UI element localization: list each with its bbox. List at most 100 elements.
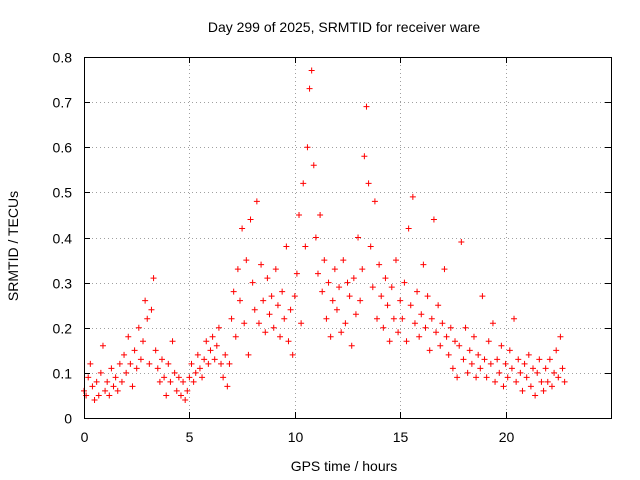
data-point bbox=[378, 293, 385, 300]
data-point bbox=[506, 347, 513, 354]
data-point bbox=[241, 320, 248, 327]
data-point bbox=[146, 360, 153, 367]
data-point bbox=[433, 329, 440, 336]
data-point bbox=[211, 356, 218, 363]
data-point bbox=[245, 351, 252, 358]
data-point bbox=[125, 333, 132, 340]
data-point bbox=[205, 360, 212, 367]
data-point bbox=[93, 378, 100, 385]
data-point bbox=[312, 234, 319, 241]
data-point bbox=[382, 275, 389, 282]
data-point bbox=[319, 288, 326, 295]
data-point bbox=[177, 392, 184, 399]
data-point bbox=[371, 198, 378, 205]
plot-frame bbox=[84, 57, 612, 419]
data-point bbox=[97, 369, 104, 376]
data-point bbox=[544, 378, 551, 385]
data-point bbox=[384, 302, 391, 309]
data-point bbox=[112, 374, 119, 381]
data-point bbox=[504, 374, 511, 381]
data-point bbox=[268, 293, 275, 300]
data-point bbox=[367, 243, 374, 250]
data-point bbox=[374, 315, 381, 322]
data-point bbox=[357, 297, 364, 304]
data-point bbox=[110, 383, 117, 390]
data-point bbox=[462, 324, 469, 331]
data-point bbox=[517, 369, 524, 376]
data-point bbox=[414, 288, 421, 295]
data-point bbox=[336, 284, 343, 291]
data-point bbox=[420, 261, 427, 268]
data-point bbox=[87, 360, 94, 367]
data-point bbox=[218, 360, 225, 367]
data-point bbox=[338, 329, 345, 336]
y-tick-label: 0.3 bbox=[53, 276, 73, 292]
data-point bbox=[333, 306, 340, 313]
data-point bbox=[479, 293, 486, 300]
data-point bbox=[331, 266, 338, 273]
data-point bbox=[426, 347, 433, 354]
data-point bbox=[253, 198, 260, 205]
data-point bbox=[473, 374, 480, 381]
data-point bbox=[91, 396, 98, 403]
axis-ticks bbox=[84, 57, 611, 419]
data-point bbox=[553, 347, 560, 354]
data-point bbox=[194, 351, 201, 358]
data-point bbox=[494, 356, 501, 363]
y-axis-label: SRMTID / TECUs bbox=[5, 191, 21, 301]
data-point bbox=[435, 302, 442, 309]
data-point bbox=[452, 338, 459, 345]
data-point bbox=[173, 387, 180, 394]
data-point bbox=[411, 320, 418, 327]
data-point bbox=[466, 347, 473, 354]
data-point bbox=[165, 360, 172, 367]
data-point bbox=[521, 360, 528, 367]
data-point bbox=[255, 320, 262, 327]
data-point bbox=[239, 225, 246, 232]
data-point bbox=[215, 324, 222, 331]
data-point bbox=[346, 293, 353, 300]
data-point bbox=[150, 275, 157, 282]
data-point bbox=[102, 387, 109, 394]
data-point bbox=[342, 320, 349, 327]
data-point bbox=[390, 315, 397, 322]
data-point bbox=[281, 315, 288, 322]
data-point bbox=[310, 162, 317, 169]
data-point bbox=[456, 342, 463, 349]
data-point bbox=[519, 387, 526, 394]
data-point bbox=[359, 266, 366, 273]
data-point bbox=[232, 333, 239, 340]
data-point bbox=[123, 369, 130, 376]
data-point bbox=[523, 374, 530, 381]
data-point bbox=[443, 333, 450, 340]
data-point bbox=[144, 315, 151, 322]
data-point bbox=[386, 338, 393, 345]
data-point bbox=[131, 347, 138, 354]
data-point bbox=[534, 369, 541, 376]
data-point bbox=[363, 103, 370, 110]
data-point bbox=[270, 324, 277, 331]
data-point bbox=[477, 365, 484, 372]
data-point bbox=[154, 365, 161, 372]
data-point bbox=[142, 297, 149, 304]
y-tick-label: 0.2 bbox=[53, 321, 73, 337]
data-point bbox=[437, 342, 444, 349]
data-point bbox=[325, 279, 332, 286]
x-tick-label: 5 bbox=[186, 429, 194, 445]
data-point bbox=[388, 284, 395, 291]
data-point bbox=[460, 356, 467, 363]
grid bbox=[84, 57, 611, 418]
data-point bbox=[525, 351, 532, 358]
data-point bbox=[308, 67, 315, 74]
x-tick-label: 15 bbox=[393, 429, 409, 445]
data-point bbox=[487, 360, 494, 367]
data-point bbox=[392, 257, 399, 264]
data-point bbox=[224, 383, 231, 390]
data-points bbox=[81, 67, 568, 403]
data-point bbox=[508, 365, 515, 372]
y-tick-label: 0.8 bbox=[53, 50, 73, 66]
data-point bbox=[365, 180, 372, 187]
data-point bbox=[95, 392, 102, 399]
data-point bbox=[272, 266, 279, 273]
data-point bbox=[247, 216, 254, 223]
